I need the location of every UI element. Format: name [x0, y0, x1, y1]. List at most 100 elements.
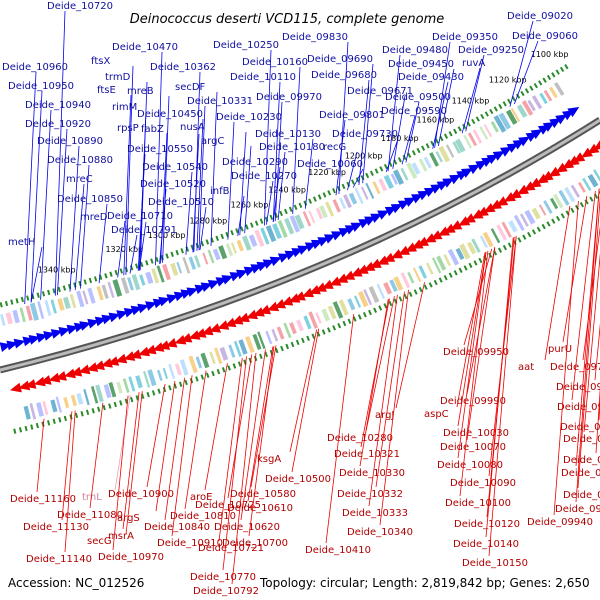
- reverse-annotation-stripe: [147, 369, 157, 387]
- forward-gene-label: Deide_10470: [112, 42, 178, 53]
- reverse-annotation-stripe: [83, 388, 90, 406]
- reverse-gene-arrow: [18, 380, 31, 391]
- inner-tick-mark: [517, 237, 522, 243]
- reverse-label-leader: [231, 352, 257, 585]
- outer-tick-mark: [288, 206, 293, 212]
- outer-tick-mark: [383, 163, 388, 170]
- reverse-gene-arrow: [496, 196, 509, 206]
- reverse-label-leader: [485, 237, 514, 538]
- forward-annotation-stripe: [423, 156, 432, 169]
- forward-gene-arrow: [377, 210, 390, 220]
- reverse-gene-label: argJ: [375, 410, 394, 421]
- reverse-gene-arrow: [48, 372, 61, 383]
- reverse-annotation-stripe: [95, 384, 104, 403]
- forward-annotation-stripe: [241, 235, 252, 251]
- reverse-gene-label: aat: [518, 362, 534, 373]
- reverse-annotation-stripe: [459, 243, 471, 260]
- reverse-gene-arrow: [509, 188, 522, 199]
- forward-gene-label: metH: [8, 237, 35, 248]
- reverse-label-leader: [359, 298, 389, 467]
- reverse-gene-label: Deide_09860: [563, 490, 600, 501]
- forward-label-leader: [74, 183, 85, 291]
- reverse-annotation-stripe: [357, 291, 369, 308]
- reverse-gene-arrow: [593, 140, 600, 150]
- forward-annotation-stripe: [193, 255, 201, 268]
- forward-gene-arrow: [370, 213, 383, 223]
- reverse-annotation-stripe: [436, 255, 447, 271]
- forward-gene-arrow: [108, 312, 121, 323]
- inner-tick-mark: [463, 265, 468, 271]
- reverse-label-leader: [375, 291, 405, 488]
- outer-tick-mark: [360, 175, 365, 181]
- reverse-gene-arrow: [517, 184, 529, 195]
- outer-tick-mark: [421, 145, 426, 151]
- reverse-gene-label: Deide_10140: [453, 539, 519, 550]
- reverse-gene-arrow: [281, 296, 294, 306]
- reverse-annotation-stripe: [195, 356, 203, 369]
- forward-annotation-stripe: [516, 104, 528, 118]
- forward-annotation-stripe: [44, 300, 52, 317]
- forward-label-leader: [335, 119, 346, 196]
- reverse-annotation-stripe: [501, 221, 512, 238]
- inner-tick-mark: [555, 215, 561, 222]
- inner-tick-mark: [80, 411, 84, 417]
- reverse-label-leader: [379, 289, 409, 526]
- outer-tick-mark: [293, 204, 298, 210]
- forward-gene-arrow: [13, 338, 26, 349]
- forward-annotation-stripe: [76, 290, 85, 308]
- reverse-annotation-stripe: [303, 315, 312, 330]
- forward-gene-label: Deide_10550: [127, 144, 193, 155]
- outer-tick-mark: [564, 64, 569, 70]
- reverse-gene-arrow: [100, 358, 113, 368]
- reverse-label-leader: [89, 402, 104, 509]
- reverse-annotation-stripe: [407, 271, 415, 284]
- forward-annotation-stripe: [467, 132, 478, 147]
- reverse-annotation-stripe: [482, 231, 494, 248]
- forward-label-leader: [98, 203, 108, 284]
- inner-tick-mark: [368, 309, 372, 316]
- inner-tick-mark: [221, 367, 226, 373]
- forward-annotation-stripe: [294, 214, 305, 230]
- reverse-annotation-stripe: [228, 344, 236, 358]
- forward-annotation-stripe: [5, 312, 13, 325]
- reverse-annotation-stripe: [570, 184, 581, 198]
- reverse-gene-arrow: [86, 362, 99, 372]
- reverse-gene-label: Deide_10580: [230, 489, 296, 500]
- reverse-annotation-stripe: [103, 383, 112, 399]
- forward-label-leader: [199, 206, 207, 250]
- reverse-label-leader: [125, 391, 143, 535]
- forward-gene-label: recG: [323, 142, 346, 153]
- reverse-annotation-stripe: [531, 207, 541, 220]
- reverse-label-leader: [466, 247, 496, 441]
- scale-tick-label: 1100 kbp: [531, 50, 569, 59]
- inner-tick-mark: [352, 316, 357, 322]
- outer-tick-mark: [4, 300, 9, 307]
- reverse-gene-label: Deide_11160: [10, 494, 76, 505]
- reverse-label-leader: [459, 250, 489, 497]
- forward-gene-label: Deide_09690: [307, 54, 373, 65]
- inner-tick-mark: [560, 213, 565, 219]
- reverse-label-leader: [463, 248, 493, 346]
- reverse-gene-label: msrA: [108, 531, 134, 542]
- outer-tick-mark: [502, 101, 507, 107]
- reverse-gene-label: Deide_10970: [98, 552, 164, 563]
- reverse-gene-arrow: [463, 213, 476, 223]
- forward-annotation-stripe: [332, 199, 341, 213]
- inner-tick-mark: [589, 196, 594, 202]
- forward-gene-label: Deide_10890: [37, 136, 103, 147]
- forward-gene-arrow: [461, 168, 474, 178]
- outer-tick-mark: [369, 170, 374, 176]
- reverse-gene-label: Deide_09900: [555, 504, 600, 515]
- outer-tick-mark: [407, 152, 412, 158]
- outer-tick-mark: [155, 256, 159, 263]
- forward-annotation-stripe: [82, 290, 89, 305]
- reverse-gene-arrow: [224, 317, 237, 328]
- outer-tick-mark: [109, 271, 113, 277]
- reverse-gene-arrow: [336, 273, 349, 283]
- inner-tick-mark: [35, 422, 39, 429]
- inner-tick-mark: [342, 320, 347, 327]
- inner-tick-mark: [321, 329, 326, 335]
- forward-gene-label: nusA: [180, 122, 205, 133]
- scale-tick-label: 1200 kbp: [345, 151, 383, 160]
- forward-gene-arrow: [145, 301, 158, 311]
